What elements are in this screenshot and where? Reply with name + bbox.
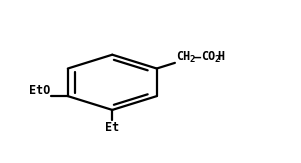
Text: H: H: [218, 50, 225, 63]
Text: 2: 2: [190, 55, 195, 64]
Text: CO: CO: [201, 50, 215, 63]
Text: —: —: [194, 50, 201, 63]
Text: 2: 2: [214, 55, 219, 64]
Text: EtO: EtO: [29, 84, 50, 97]
Text: CH: CH: [176, 50, 190, 63]
Text: Et: Et: [105, 121, 119, 134]
